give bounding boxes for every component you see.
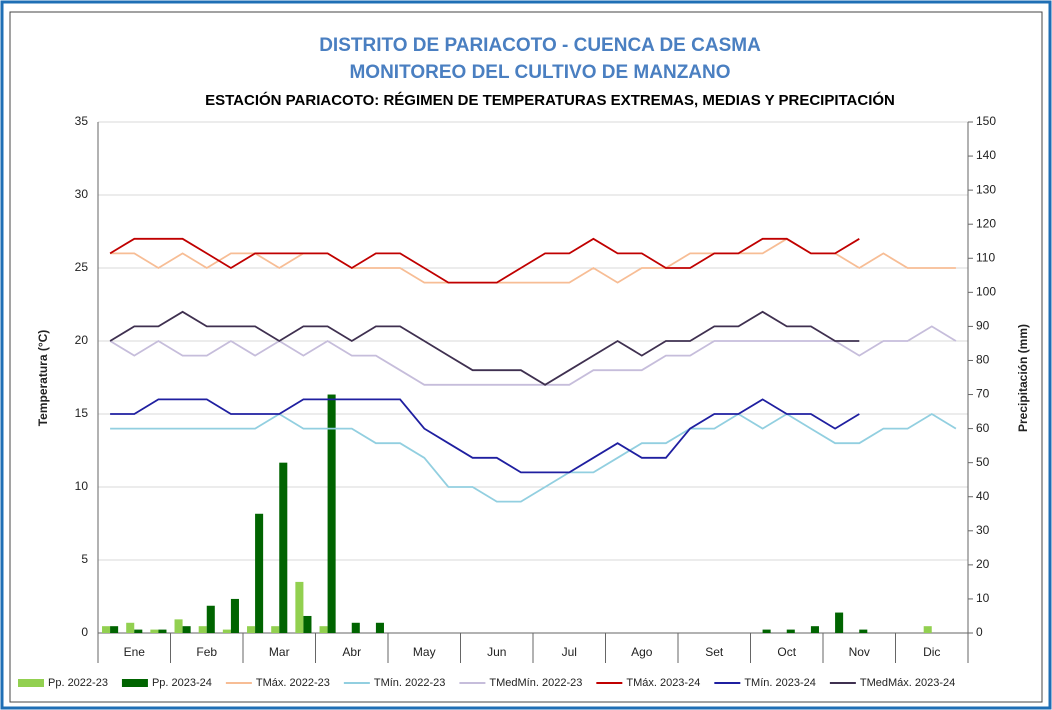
precip-bar	[835, 612, 844, 633]
precip-bar	[198, 626, 207, 633]
precip-bar	[255, 513, 264, 633]
chart-heading: ESTACIÓN PARIACOTO: RÉGIMEN DE TEMPERATU…	[205, 91, 895, 109]
legend-label: TMedMín. 2022-23	[489, 677, 582, 689]
precip-bar	[126, 622, 135, 633]
precip-bar	[327, 394, 336, 633]
precip-bar	[923, 626, 932, 633]
y2-tick-label: 110	[976, 250, 995, 264]
y2-tick-label: 140	[976, 148, 996, 162]
y-tick-label: 15	[75, 406, 89, 420]
y2-tick-label: 0	[976, 625, 983, 639]
x-tick-label: May	[413, 645, 436, 659]
y2-tick-label: 100	[976, 285, 996, 299]
y2-tick-label: 50	[976, 455, 990, 469]
legend-swatch	[121, 679, 148, 687]
precip-bar	[271, 626, 280, 633]
precip-bar	[762, 629, 771, 633]
y-axis-label: Temperatura (°C)	[36, 330, 50, 427]
x-tick-label: Oct	[777, 645, 796, 659]
precip-bar	[351, 622, 360, 633]
x-tick-label: Jul	[562, 645, 577, 659]
x-tick-label: Mar	[269, 645, 290, 659]
y-tick-label: 35	[75, 114, 89, 128]
precip-bar	[247, 626, 256, 633]
precip-bar	[319, 626, 328, 633]
y-tick-label: 10	[75, 479, 89, 493]
chart-border	[9, 11, 1043, 703]
chart-subtitle: MONITOREO DEL CULTIVO DE MANZANO	[349, 62, 730, 83]
precip-bar	[134, 629, 143, 633]
precip-bar	[810, 626, 819, 633]
precip-bar	[206, 605, 215, 633]
y2-tick-label: 80	[976, 353, 990, 367]
precip-bar	[230, 598, 239, 633]
legend-label: TMín. 2022-23	[374, 677, 446, 689]
y-tick-label: 5	[81, 552, 88, 566]
y-tick-label: 25	[75, 260, 89, 274]
x-tick-label: Feb	[196, 645, 217, 659]
legend-label: Pp. 2022-23	[48, 677, 108, 689]
x-tick-label: Jun	[487, 645, 506, 659]
precip-bar	[102, 626, 111, 633]
precip-bar	[279, 462, 288, 633]
y2-tick-label: 70	[976, 387, 990, 401]
y2-tick-label: 30	[976, 523, 990, 537]
x-tick-label: Set	[705, 645, 724, 659]
y-tick-label: 30	[75, 187, 89, 201]
precip-bar	[158, 629, 167, 633]
y2-tick-label: 10	[976, 591, 990, 605]
y2-tick-label: 130	[976, 182, 996, 196]
y2-tick-label: 20	[976, 557, 990, 571]
series-line	[110, 412, 957, 503]
y-tick-label: 20	[75, 333, 89, 347]
y2-tick-label: 90	[976, 319, 990, 333]
y2-tick-label: 60	[976, 421, 990, 435]
y-tick-label: 0	[81, 625, 88, 639]
precip-bar	[182, 626, 191, 633]
legend-label: TMín. 2023-24	[744, 677, 816, 689]
x-tick-label: Ene	[124, 645, 146, 659]
legend-swatch	[18, 679, 44, 687]
precip-bar	[222, 629, 231, 633]
legend-label: TMáx. 2023-24	[626, 677, 700, 689]
precip-bar	[174, 619, 183, 633]
x-tick-label: Dic	[923, 645, 940, 659]
legend-label: TMedMáx. 2023-24	[860, 677, 955, 689]
precip-bar	[150, 629, 159, 633]
x-tick-label: Ago	[631, 645, 653, 659]
y2-tick-label: 40	[976, 489, 990, 503]
y2-axis-label: Precipitación (mm)	[1016, 324, 1030, 432]
chart-title: DISTRITO DE PARIACOTO - CUENCA DE CASMA	[319, 35, 761, 56]
series-line	[109, 310, 860, 386]
precip-bar	[303, 615, 312, 633]
series-line	[109, 237, 860, 284]
x-tick-label: Nov	[849, 645, 870, 659]
precip-bar	[375, 622, 384, 633]
precip-bar	[786, 629, 795, 633]
legend-label: TMáx. 2022-23	[256, 677, 330, 689]
precip-bar	[859, 629, 868, 633]
y2-tick-label: 120	[976, 216, 996, 230]
series-line	[109, 325, 957, 386]
x-tick-label: Abr	[342, 645, 361, 659]
y2-tick-label: 150	[976, 114, 996, 128]
legend-label: Pp. 2023-24	[152, 677, 212, 689]
precip-bar	[295, 581, 304, 633]
series-line	[110, 398, 860, 474]
precip-bar	[110, 626, 119, 633]
